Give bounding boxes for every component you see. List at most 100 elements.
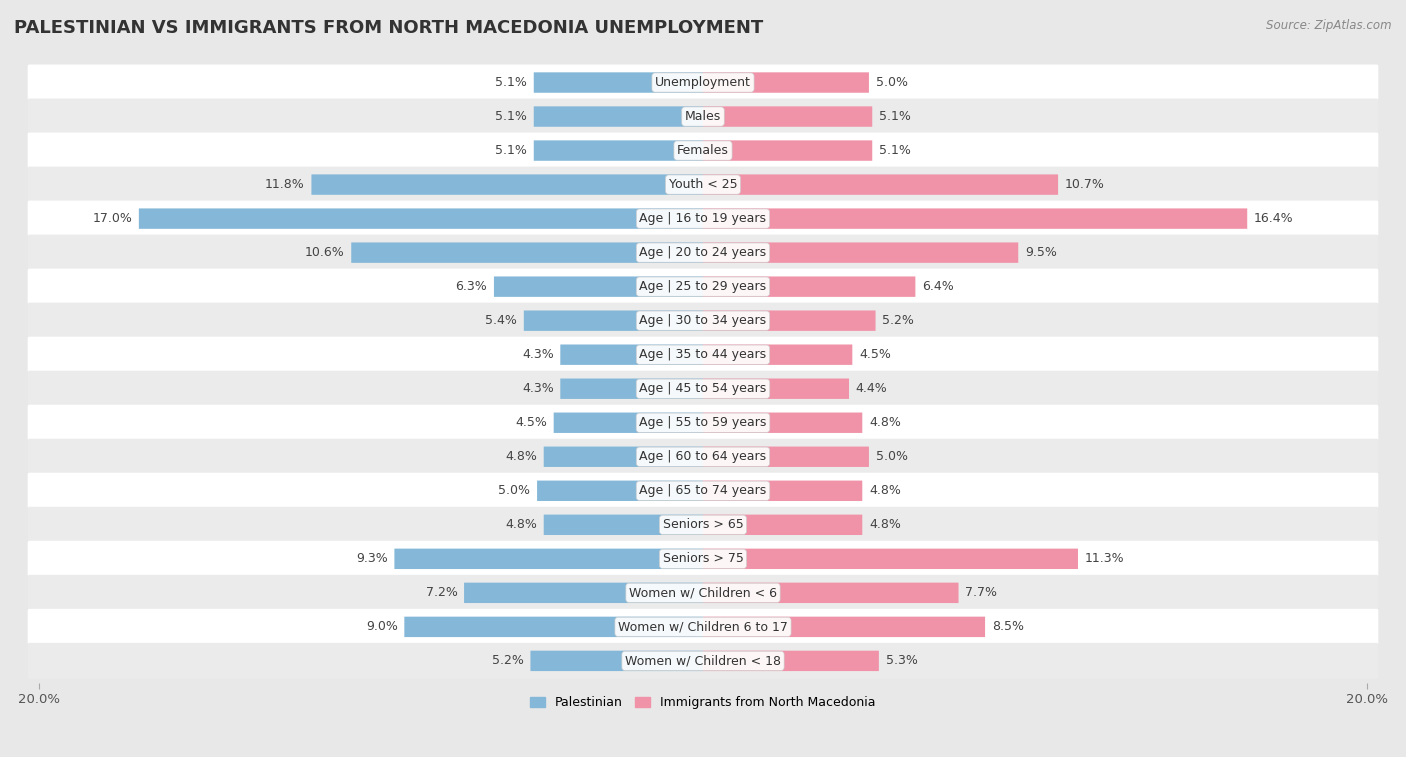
Text: 4.5%: 4.5%: [859, 348, 891, 361]
Text: Age | 30 to 34 years: Age | 30 to 34 years: [640, 314, 766, 327]
Text: 9.5%: 9.5%: [1025, 246, 1057, 259]
Text: 7.7%: 7.7%: [965, 587, 997, 600]
FancyBboxPatch shape: [28, 609, 1378, 645]
FancyBboxPatch shape: [703, 515, 862, 535]
Text: 5.2%: 5.2%: [492, 654, 524, 668]
FancyBboxPatch shape: [28, 405, 1378, 441]
Text: 9.3%: 9.3%: [356, 553, 388, 565]
FancyBboxPatch shape: [537, 481, 703, 501]
FancyBboxPatch shape: [28, 371, 1378, 407]
FancyBboxPatch shape: [703, 447, 869, 467]
FancyBboxPatch shape: [530, 651, 703, 671]
FancyBboxPatch shape: [464, 583, 703, 603]
Text: Women w/ Children < 18: Women w/ Children < 18: [626, 654, 780, 668]
Text: 5.4%: 5.4%: [485, 314, 517, 327]
FancyBboxPatch shape: [28, 167, 1378, 203]
FancyBboxPatch shape: [139, 208, 703, 229]
Text: 5.0%: 5.0%: [499, 484, 530, 497]
FancyBboxPatch shape: [703, 140, 872, 160]
FancyBboxPatch shape: [311, 174, 703, 195]
Text: Age | 60 to 64 years: Age | 60 to 64 years: [640, 450, 766, 463]
FancyBboxPatch shape: [405, 617, 703, 637]
Text: Age | 65 to 74 years: Age | 65 to 74 years: [640, 484, 766, 497]
Text: Age | 55 to 59 years: Age | 55 to 59 years: [640, 416, 766, 429]
FancyBboxPatch shape: [703, 413, 862, 433]
FancyBboxPatch shape: [352, 242, 703, 263]
Text: 6.3%: 6.3%: [456, 280, 488, 293]
Text: Age | 45 to 54 years: Age | 45 to 54 years: [640, 382, 766, 395]
FancyBboxPatch shape: [28, 132, 1378, 169]
Text: 4.8%: 4.8%: [869, 519, 901, 531]
Text: 4.8%: 4.8%: [869, 416, 901, 429]
FancyBboxPatch shape: [494, 276, 703, 297]
Text: 5.1%: 5.1%: [495, 110, 527, 123]
Text: Source: ZipAtlas.com: Source: ZipAtlas.com: [1267, 19, 1392, 32]
Text: Age | 25 to 29 years: Age | 25 to 29 years: [640, 280, 766, 293]
FancyBboxPatch shape: [28, 439, 1378, 475]
FancyBboxPatch shape: [28, 303, 1378, 338]
FancyBboxPatch shape: [28, 337, 1378, 372]
Text: 8.5%: 8.5%: [991, 621, 1024, 634]
FancyBboxPatch shape: [703, 549, 1078, 569]
Text: 11.3%: 11.3%: [1084, 553, 1125, 565]
FancyBboxPatch shape: [703, 208, 1247, 229]
Text: 5.1%: 5.1%: [495, 144, 527, 157]
FancyBboxPatch shape: [561, 344, 703, 365]
Text: Women w/ Children < 6: Women w/ Children < 6: [628, 587, 778, 600]
Text: 4.4%: 4.4%: [856, 382, 887, 395]
Legend: Palestinian, Immigrants from North Macedonia: Palestinian, Immigrants from North Maced…: [524, 691, 882, 714]
Text: 16.4%: 16.4%: [1254, 212, 1294, 225]
Text: PALESTINIAN VS IMMIGRANTS FROM NORTH MACEDONIA UNEMPLOYMENT: PALESTINIAN VS IMMIGRANTS FROM NORTH MAC…: [14, 19, 763, 37]
Text: 6.4%: 6.4%: [922, 280, 953, 293]
Text: 5.0%: 5.0%: [876, 450, 907, 463]
Text: 4.8%: 4.8%: [505, 519, 537, 531]
Text: 4.3%: 4.3%: [522, 382, 554, 395]
Text: 10.6%: 10.6%: [305, 246, 344, 259]
Text: 10.7%: 10.7%: [1064, 178, 1105, 191]
FancyBboxPatch shape: [544, 447, 703, 467]
FancyBboxPatch shape: [28, 506, 1378, 543]
Text: 4.5%: 4.5%: [515, 416, 547, 429]
FancyBboxPatch shape: [394, 549, 703, 569]
FancyBboxPatch shape: [28, 540, 1378, 577]
Text: 5.1%: 5.1%: [495, 76, 527, 89]
Text: Females: Females: [678, 144, 728, 157]
FancyBboxPatch shape: [703, 583, 959, 603]
FancyBboxPatch shape: [703, 481, 862, 501]
Text: 4.3%: 4.3%: [522, 348, 554, 361]
FancyBboxPatch shape: [28, 643, 1378, 679]
FancyBboxPatch shape: [524, 310, 703, 331]
Text: Age | 20 to 24 years: Age | 20 to 24 years: [640, 246, 766, 259]
FancyBboxPatch shape: [28, 269, 1378, 304]
FancyBboxPatch shape: [703, 310, 876, 331]
FancyBboxPatch shape: [703, 651, 879, 671]
FancyBboxPatch shape: [28, 575, 1378, 611]
FancyBboxPatch shape: [28, 235, 1378, 271]
Text: 5.1%: 5.1%: [879, 144, 911, 157]
FancyBboxPatch shape: [703, 617, 986, 637]
FancyBboxPatch shape: [534, 106, 703, 126]
Text: 9.0%: 9.0%: [366, 621, 398, 634]
Text: Youth < 25: Youth < 25: [669, 178, 737, 191]
Text: Age | 35 to 44 years: Age | 35 to 44 years: [640, 348, 766, 361]
Text: Males: Males: [685, 110, 721, 123]
Text: 5.3%: 5.3%: [886, 654, 917, 668]
Text: Women w/ Children 6 to 17: Women w/ Children 6 to 17: [619, 621, 787, 634]
FancyBboxPatch shape: [28, 64, 1378, 101]
Text: 4.8%: 4.8%: [505, 450, 537, 463]
FancyBboxPatch shape: [534, 140, 703, 160]
Text: 17.0%: 17.0%: [93, 212, 132, 225]
Text: Seniors > 75: Seniors > 75: [662, 553, 744, 565]
Text: 4.8%: 4.8%: [869, 484, 901, 497]
FancyBboxPatch shape: [28, 473, 1378, 509]
FancyBboxPatch shape: [703, 276, 915, 297]
Text: Unemployment: Unemployment: [655, 76, 751, 89]
FancyBboxPatch shape: [28, 98, 1378, 135]
FancyBboxPatch shape: [703, 242, 1018, 263]
Text: Seniors > 65: Seniors > 65: [662, 519, 744, 531]
Text: 5.0%: 5.0%: [876, 76, 907, 89]
Text: 5.2%: 5.2%: [882, 314, 914, 327]
FancyBboxPatch shape: [544, 515, 703, 535]
FancyBboxPatch shape: [703, 344, 852, 365]
Text: Age | 16 to 19 years: Age | 16 to 19 years: [640, 212, 766, 225]
